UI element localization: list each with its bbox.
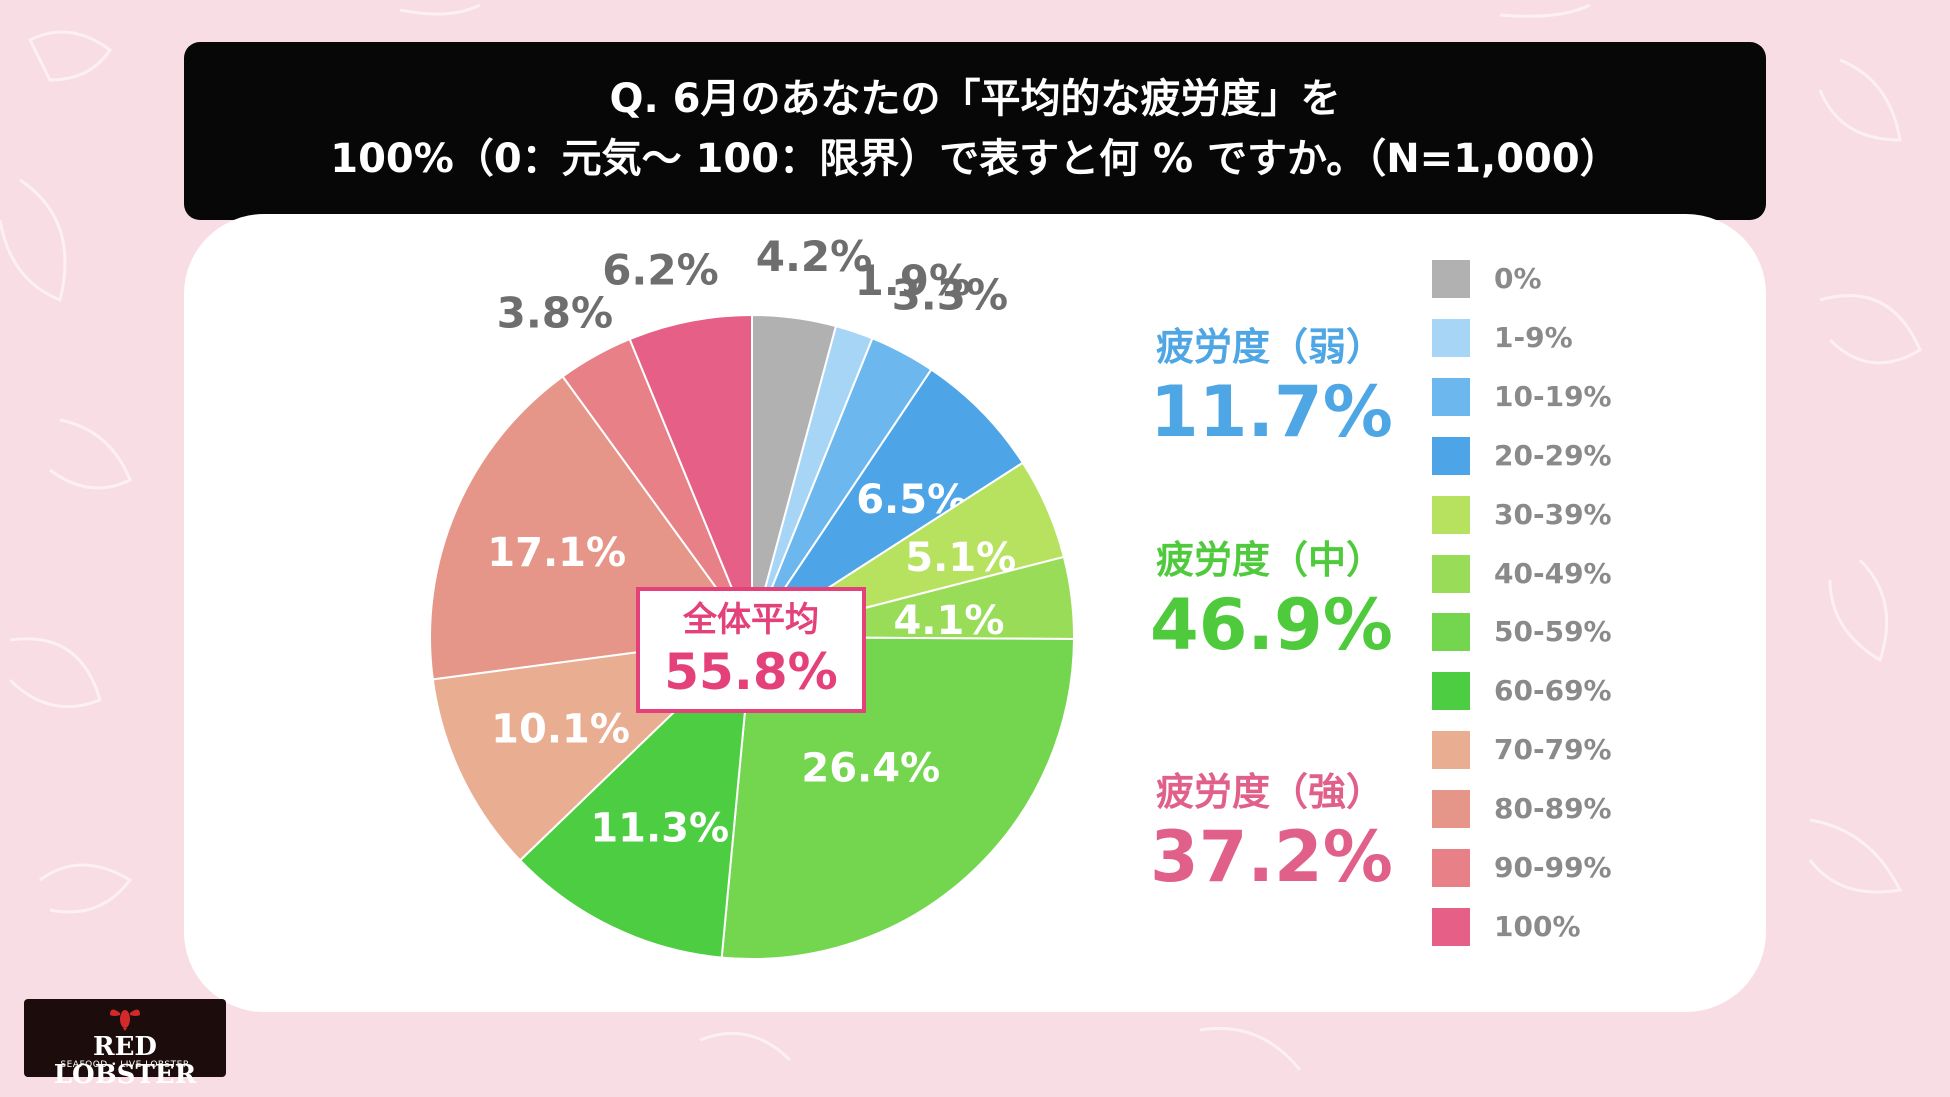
pie-label-90-99pct: 3.8%: [497, 289, 613, 338]
legend-item-90-99pct: 90-99%: [1432, 847, 1672, 887]
pie-label-10-19pct: 3.3%: [892, 271, 1008, 320]
legend-swatch-0pct: [1432, 260, 1470, 298]
pie-label-80-89pct: 17.1%: [487, 530, 626, 576]
overall-average-label: 全体平均: [683, 600, 819, 640]
legend-item-60-69pct: 60-69%: [1432, 670, 1672, 711]
pie-label-100pct: 6.2%: [602, 246, 718, 295]
legend-label-50-59pct: 50-59%: [1494, 615, 1612, 649]
pie-label-60-69pct: 11.3%: [590, 805, 729, 851]
group-strong-value: 37.2%: [1150, 816, 1393, 898]
legend-item-10-19pct: 10-19%: [1432, 376, 1672, 416]
group-medium-value: 46.9%: [1150, 584, 1393, 666]
legend-item-80-89pct: 80-89%: [1432, 788, 1672, 829]
legend-label-30-39pct: 30-39%: [1494, 497, 1612, 531]
legend-swatch-20-29pct: [1432, 436, 1470, 475]
legend-item-1-9pct: 1-9%: [1432, 317, 1672, 357]
legend-item-70-79pct: 70-79%: [1432, 729, 1672, 770]
legend-swatch-90-99pct: [1432, 849, 1470, 887]
pie-slice-100pct: [628, 313, 753, 638]
legend-label-60-69pct: 60-69%: [1494, 674, 1612, 708]
red-lobster-logo: RED LOBSTER SEAFOOD • LIVE LOBSTER: [24, 999, 226, 1089]
legend-swatch-1-9pct: [1432, 318, 1470, 357]
pie-label-40-49pct: 4.1%: [893, 598, 1004, 644]
legend-label-10-19pct: 10-19%: [1494, 379, 1612, 413]
group-strong: 疲労度（強） 37.2%: [1150, 767, 1393, 898]
legend-label-80-89pct: 80-89%: [1494, 792, 1612, 826]
legend-item-40-49pct: 40-49%: [1432, 553, 1672, 593]
overall-average-box: 全体平均 55.8%: [636, 587, 866, 713]
legend-label-70-79pct: 70-79%: [1494, 733, 1612, 767]
group-weak-value: 11.7%: [1150, 371, 1393, 453]
pie-label-50-59pct: 26.4%: [801, 745, 940, 791]
group-medium: 疲労度（中） 46.9%: [1150, 535, 1393, 666]
overall-average-value: 55.8%: [664, 643, 838, 701]
legend-item-20-29pct: 20-29%: [1432, 435, 1672, 475]
question-title-line-2: 100%（0：元気〜 100：限界）で表すと何 % ですか。（N=1,000）: [330, 136, 1620, 182]
group-weak: 疲労度（弱） 11.7%: [1150, 322, 1393, 453]
logo-main-text: RED LOBSTER: [53, 1032, 197, 1090]
legend-label-40-49pct: 40-49%: [1494, 556, 1612, 590]
legend-swatch-60-69pct: [1432, 672, 1470, 711]
legend-swatch-100pct: [1432, 907, 1470, 946]
pie-slice-60-69pct: [518, 634, 754, 959]
pie-label-0pct: 4.2%: [756, 232, 872, 281]
legend-swatch-70-79pct: [1432, 731, 1470, 770]
pie-slice-20-29pct: [751, 368, 1025, 638]
legend-label-20-29pct: 20-29%: [1494, 438, 1612, 472]
group-strong-label: 疲労度（強）: [1155, 770, 1384, 814]
lobster-icon: [110, 1009, 140, 1031]
legend-swatch-30-39pct: [1432, 495, 1470, 534]
legend-label-1-9pct: 1-9%: [1494, 320, 1573, 354]
legend-item-100pct: 100%: [1432, 906, 1672, 946]
legend-label-100pct: 100%: [1494, 909, 1581, 943]
legend-label-90-99pct: 90-99%: [1494, 851, 1612, 884]
legend-label-0pct: 0%: [1494, 262, 1542, 295]
logo-sub-text: SEAFOOD • LIVE LOBSTER: [60, 1060, 190, 1070]
pie-label-1-9pct: 1.9%: [855, 256, 971, 305]
legend-swatch-40-49pct: [1432, 554, 1470, 593]
pie-slice-50-59pct: [720, 635, 1075, 960]
group-medium-label: 疲労度（中）: [1155, 538, 1384, 582]
legend-swatch-50-59pct: [1432, 613, 1470, 652]
legend-item-0pct: 0%: [1432, 258, 1672, 298]
legend-swatch-80-89pct: [1432, 790, 1470, 829]
group-weak-label: 疲労度（弱）: [1155, 325, 1384, 369]
question-title: Q. 6月のあなたの「平均的な疲労度」を 100%（0：元気〜 100：限界）で…: [184, 42, 1766, 220]
question-title-line-1: Q. 6月のあなたの「平均的な疲労度」を: [609, 76, 1341, 122]
legend-item-30-39pct: 30-39%: [1432, 494, 1672, 534]
pie-label-70-79pct: 10.1%: [491, 706, 630, 752]
legend-swatch-10-19pct: [1432, 377, 1470, 416]
legend-item-50-59pct: 50-59%: [1432, 611, 1672, 652]
